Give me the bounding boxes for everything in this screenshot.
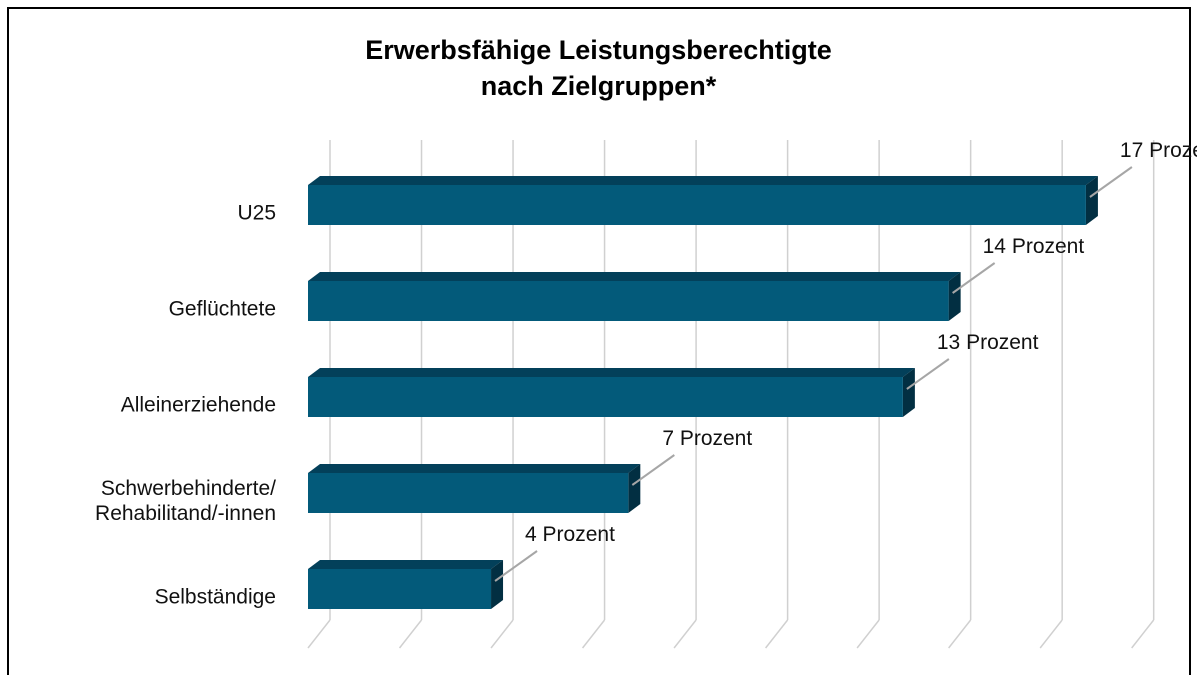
value-label: 14 Prozent	[983, 235, 1085, 258]
chart-title: Erwerbsfähige Leistungsberechtigte nach …	[365, 35, 832, 101]
leader-line	[1089, 166, 1133, 198]
leader-line	[906, 358, 950, 390]
y-tick-label: Schwerbehinderte/ Rehabilitand/-innen	[95, 477, 276, 525]
bar	[308, 281, 949, 321]
leader-line	[494, 550, 538, 582]
bar-side	[948, 272, 961, 321]
floor-grid-line	[1131, 619, 1155, 649]
value-label: 7 Prozent	[662, 427, 752, 450]
leader-line	[631, 454, 675, 486]
bar	[308, 185, 1086, 225]
bar-top	[308, 272, 961, 281]
y-tick-label: Selbständige	[154, 585, 276, 609]
bar-side	[628, 464, 641, 513]
bar-top	[308, 560, 504, 569]
bar-side	[1085, 176, 1098, 225]
floor-grid-line	[673, 619, 697, 649]
bar-side	[491, 560, 504, 609]
floor-grid-line	[581, 619, 606, 649]
frame	[7, 7, 1191, 675]
floor-grid-line	[490, 619, 514, 649]
y-tick-label: U25	[237, 201, 276, 225]
bar-side	[902, 368, 915, 417]
bar	[308, 377, 903, 417]
floor-grid-line	[948, 619, 972, 649]
bar-top	[308, 368, 915, 377]
value-label: 4 Prozent	[525, 523, 615, 546]
value-label: 17 Prozent	[1120, 139, 1197, 162]
floor-grid-line	[856, 619, 880, 649]
bar-top	[308, 176, 1098, 185]
bar	[308, 569, 492, 609]
floor-grid-line	[398, 619, 423, 649]
leader-line	[952, 262, 996, 294]
value-label: 13 Prozent	[937, 331, 1039, 354]
bar	[308, 473, 629, 513]
floor-grid-line	[765, 619, 789, 649]
y-tick-label: Alleinerziehende	[120, 393, 276, 417]
floor-grid-line	[307, 619, 331, 649]
bar-top	[308, 464, 641, 473]
y-tick-label: Geflüchtete	[168, 297, 276, 321]
floor-grid-line	[1039, 619, 1063, 649]
